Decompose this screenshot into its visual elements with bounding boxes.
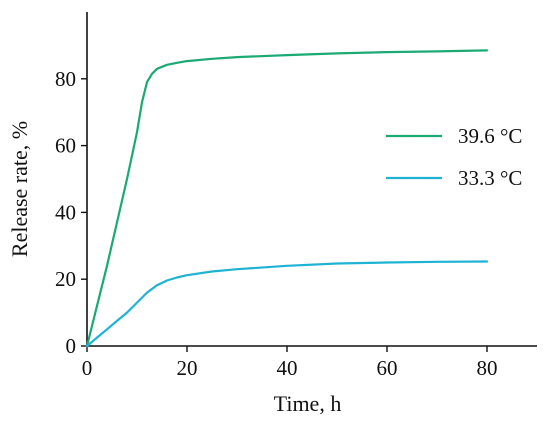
series-lines — [85, 49, 489, 348]
legend-label: 39.6 °C — [458, 124, 522, 148]
legend: 39.6 °C 33.3 °C — [386, 124, 522, 190]
y-axis-title: Release rate, % — [7, 121, 32, 257]
y-ticks: 0 20 40 60 80 — [55, 67, 87, 358]
legend-label: 33.3 °C — [458, 166, 522, 190]
y-tick-label: 0 — [66, 334, 77, 358]
series-line-1 — [85, 49, 489, 348]
x-axis-title: Time, h — [274, 391, 342, 416]
x-ticks: 0 20 40 60 80 — [82, 346, 498, 380]
series-line-2 — [85, 260, 489, 348]
y-tick-label: 60 — [55, 134, 76, 158]
x-tick-label: 40 — [277, 356, 298, 380]
x-tick-label: 80 — [477, 356, 498, 380]
x-tick-label: 0 — [82, 356, 93, 380]
x-tick-label: 60 — [377, 356, 398, 380]
y-tick-label: 80 — [55, 67, 76, 91]
axes — [86, 12, 537, 347]
y-tick-label: 40 — [55, 200, 76, 224]
x-tick-label: 20 — [177, 356, 198, 380]
y-tick-label: 20 — [55, 267, 76, 291]
